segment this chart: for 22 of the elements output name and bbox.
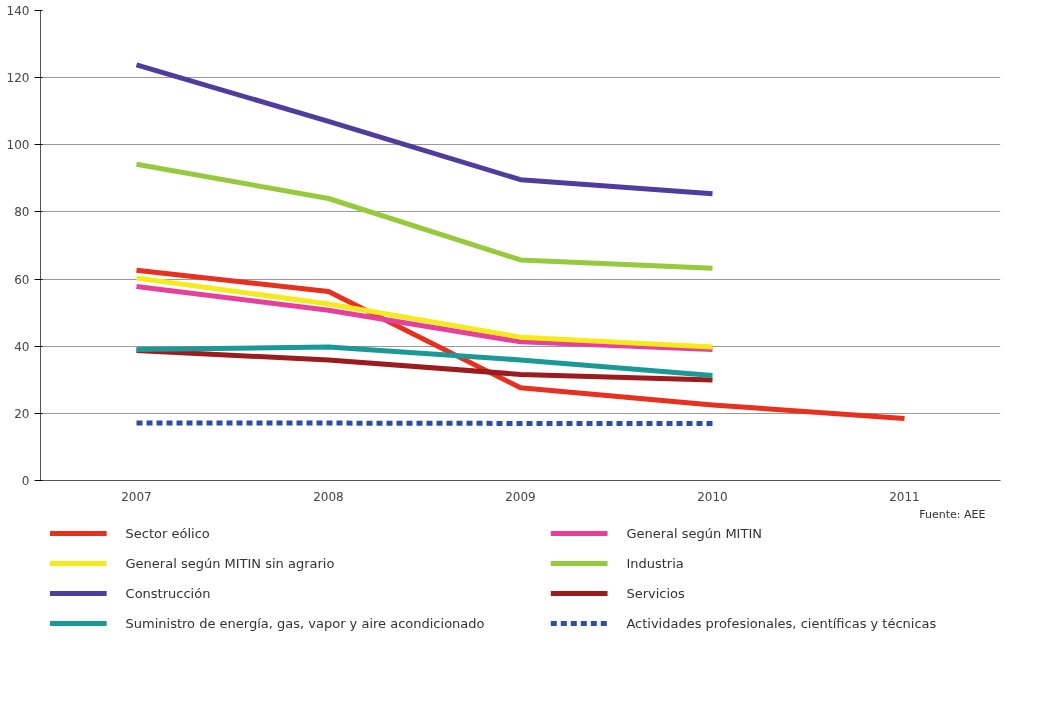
legend-label: Servicios <box>626 586 686 601</box>
x-tick-label: 2007 <box>121 489 152 504</box>
y-tick-label: 60 <box>14 272 30 287</box>
x-tick-label: 2010 <box>697 489 728 504</box>
source-note: Fuente: AEE <box>919 507 986 521</box>
legend-label: Industria <box>626 556 684 571</box>
legend-label: General según MITIN sin agrario <box>125 556 335 571</box>
legend-label: Sector eólico <box>125 526 210 541</box>
y-tick-label: 140 <box>6 4 30 18</box>
legend-label: Suministro de energía, gas, vapor y aire acondicionado <box>125 616 485 631</box>
x-tick-label: 2011 <box>889 489 920 504</box>
x-tick-label: 2009 <box>505 489 536 504</box>
y-tick-label: 120 <box>6 71 30 86</box>
legend-label: Actividades profesionales, científicas y técnicas <box>626 616 937 631</box>
y-tick-label: 40 <box>14 339 30 354</box>
y-tick-label: 20 <box>14 406 30 421</box>
legend-label: Construcción <box>125 586 211 601</box>
y-tick-label: 80 <box>14 205 30 220</box>
y-tick-label: 100 <box>6 138 30 153</box>
y-tick-label: 0 <box>21 474 30 488</box>
x-tick-label: 2008 <box>313 489 344 504</box>
legend-label: General según MITIN <box>626 526 762 541</box>
